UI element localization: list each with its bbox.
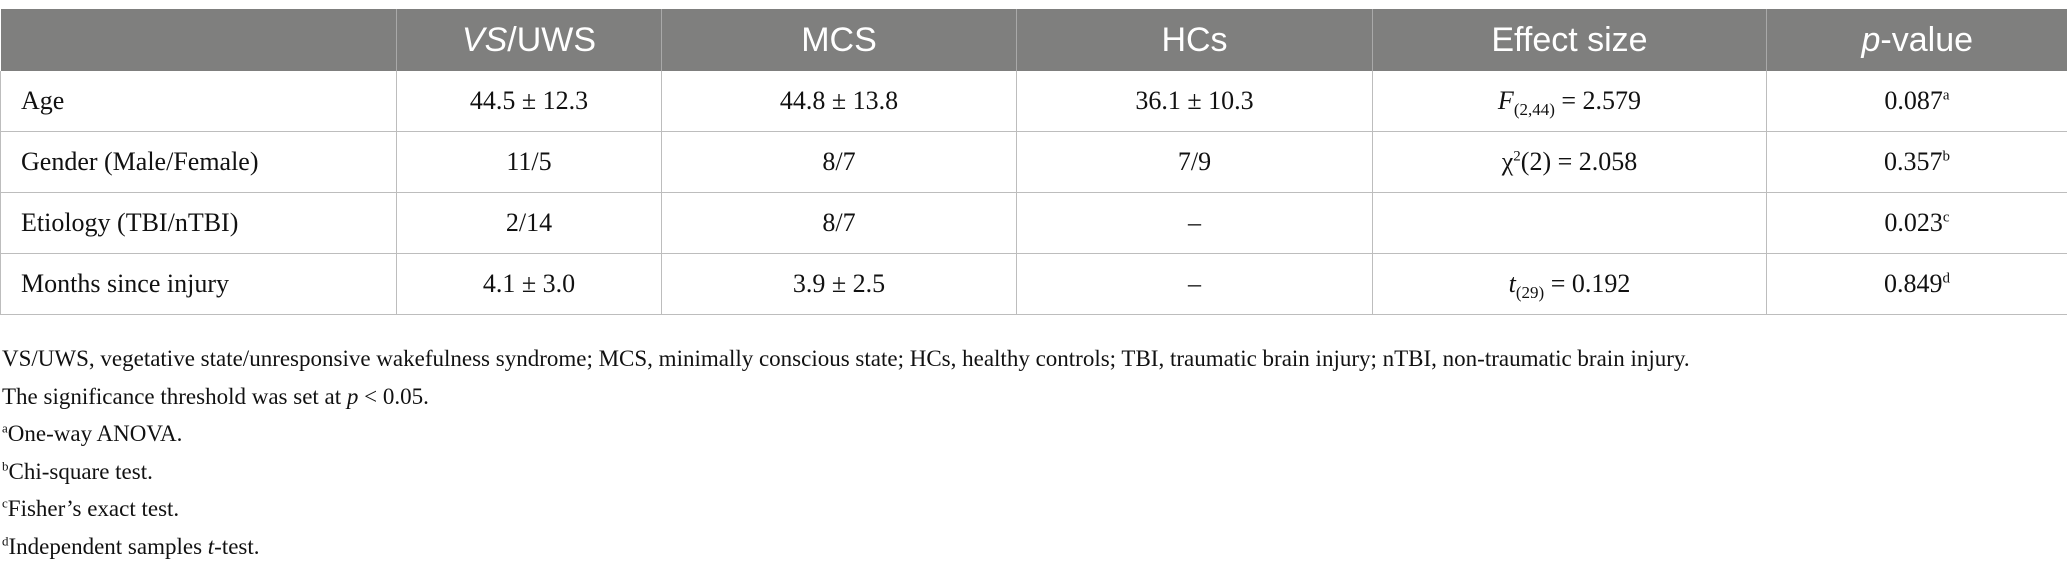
- cell-effect: χ2(2) = 2.058: [1372, 131, 1767, 193]
- header-vs-italic: VS: [461, 20, 508, 59]
- cell-p: 0.357b: [1766, 131, 2067, 193]
- footnote-c: cFisher’s exact test.: [2, 490, 1690, 528]
- p-value: 0.023: [1884, 208, 1943, 237]
- cell-effect-empty: [1372, 192, 1767, 254]
- abbreviations-note: VS/UWS, vegetative state/unresponsive wa…: [2, 346, 1690, 371]
- demographics-table: VS/UWS MCS HCs Effect size p-value Age 4…: [0, 9, 2067, 315]
- header-vs-uws: VS/UWS: [396, 9, 662, 71]
- p-note: b: [1942, 148, 1951, 165]
- footnote-b: bChi-square test.: [2, 453, 1690, 491]
- threshold-var: p: [346, 383, 359, 409]
- footnote-d-var: t: [207, 533, 215, 559]
- row-label: Gender (Male/Female): [0, 131, 397, 193]
- row-label: Age: [0, 71, 397, 132]
- footnote-d-pre: Independent samples: [8, 533, 208, 559]
- cell-effect: F(2,44) = 2.579: [1372, 71, 1767, 132]
- table-container: VS/UWS MCS HCs Effect size p-value Age 4…: [0, 9, 2067, 315]
- cell-mcs: 8/7: [661, 131, 1017, 193]
- footnote-b-mark: b: [2, 457, 9, 473]
- effect-var: F: [1497, 86, 1514, 115]
- threshold-pre: The significance threshold was set at: [2, 383, 347, 409]
- cell-vs: 44.5 ± 12.3: [396, 71, 662, 132]
- effect-var: χ: [1501, 147, 1514, 176]
- p-value: 0.087: [1884, 86, 1943, 115]
- cell-vs: 11/5: [396, 131, 662, 193]
- cell-vs: 4.1 ± 3.0: [396, 253, 662, 315]
- footnote-a-mark: a: [2, 420, 8, 436]
- table-footnotes: VS/UWS, vegetative state/unresponsive wa…: [2, 340, 1690, 565]
- cell-mcs: 3.9 ± 2.5: [661, 253, 1017, 315]
- cell-hc: 36.1 ± 10.3: [1016, 71, 1373, 132]
- table-row-gender: Gender (Male/Female) 11/5 8/7 7/9 χ2(2) …: [0, 131, 2067, 193]
- p-value: 0.849: [1884, 269, 1943, 298]
- effect-rest: (2) = 2.058: [1520, 147, 1638, 176]
- footnote-a: aOne-way ANOVA.: [2, 415, 1690, 453]
- cell-vs: 2/14: [396, 192, 662, 254]
- effect-sup: 2: [1513, 148, 1521, 165]
- table-row-months: Months since injury 4.1 ± 3.0 3.9 ± 2.5 …: [0, 253, 2067, 315]
- p-note: c: [1942, 209, 1950, 226]
- footnote-b-text: Chi-square test.: [8, 458, 153, 484]
- cell-hc: –: [1016, 253, 1373, 315]
- threshold-note: The significance threshold was set at p …: [2, 378, 1690, 416]
- p-note: a: [1942, 87, 1950, 104]
- effect-sub: (2,44): [1513, 100, 1555, 120]
- footnote-c-text: Fisher’s exact test.: [7, 496, 180, 521]
- header-mcs: MCS: [661, 9, 1017, 71]
- cell-hc: 7/9: [1016, 131, 1373, 193]
- effect-var: t: [1508, 269, 1516, 298]
- cell-mcs: 8/7: [661, 192, 1017, 254]
- header-hcs: HCs: [1016, 9, 1373, 71]
- cell-p: 0.023c: [1766, 192, 2067, 254]
- effect-sub: (29): [1515, 283, 1545, 303]
- cell-mcs: 44.8 ± 13.8: [661, 71, 1017, 132]
- effect-rest: = 0.192: [1544, 269, 1631, 298]
- header-vs-rest: /UWS: [507, 20, 597, 59]
- cell-hc: –: [1016, 192, 1373, 254]
- header-empty: [0, 9, 397, 71]
- threshold-post: < 0.05.: [358, 383, 429, 409]
- footnote-c-mark: c: [2, 495, 8, 511]
- row-label: Etiology (TBI/nTBI): [0, 192, 397, 254]
- cell-effect: t(29) = 0.192: [1372, 253, 1767, 315]
- effect-rest: = 2.579: [1554, 86, 1642, 115]
- table-header-row: VS/UWS MCS HCs Effect size p-value: [0, 9, 2067, 71]
- p-value: 0.357: [1884, 147, 1943, 176]
- p-note: d: [1942, 270, 1951, 287]
- table-row-age: Age 44.5 ± 12.3 44.8 ± 13.8 36.1 ± 10.3 …: [0, 71, 2067, 132]
- footnote-a-text: One-way ANOVA.: [7, 421, 183, 446]
- footnote-d-mark: d: [2, 532, 9, 548]
- header-p-value: p-value: [1766, 9, 2067, 71]
- header-p-rest: -value: [1880, 20, 1974, 59]
- footnote-d-post: -test.: [214, 533, 260, 559]
- cell-p: 0.087a: [1766, 71, 2067, 132]
- table-row-etiology: Etiology (TBI/nTBI) 2/14 8/7 – 0.023c: [0, 192, 2067, 254]
- header-effect-size: Effect size: [1372, 9, 1767, 71]
- header-p-italic: p: [1861, 20, 1881, 59]
- footnote-d: dIndependent samples t-test.: [2, 528, 1690, 566]
- cell-p: 0.849d: [1766, 253, 2067, 315]
- row-label: Months since injury: [0, 253, 397, 315]
